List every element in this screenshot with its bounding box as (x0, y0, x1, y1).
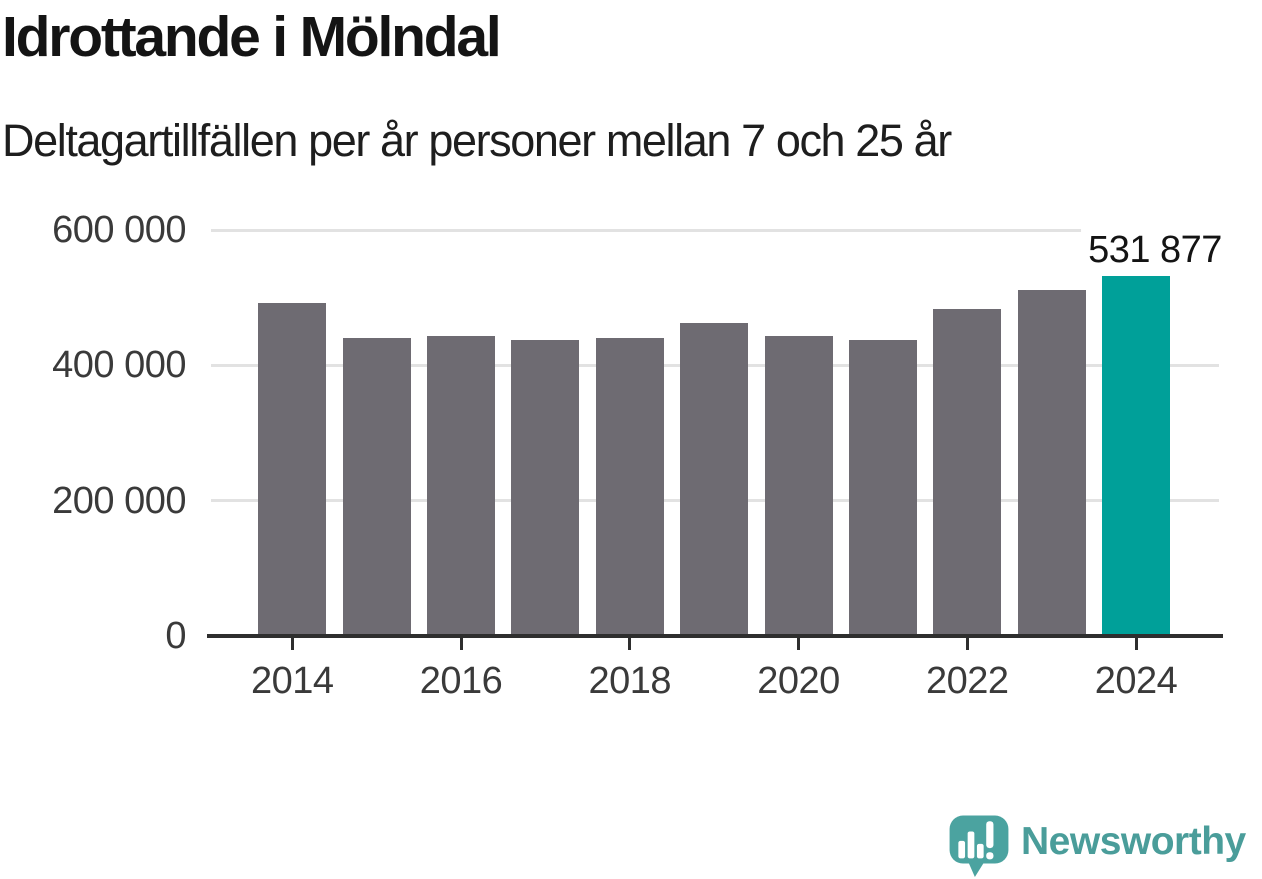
newsworthy-wordmark: Newsworthy (1021, 820, 1246, 863)
y-tick-label-600000: 600 000 (52, 209, 186, 251)
highlight-value-label: 531 877 (1081, 228, 1229, 273)
gridline-600000 (211, 228, 1219, 232)
bar-2015 (342, 338, 411, 636)
y-tick-label-400000: 400 000 (52, 344, 186, 387)
chart-subtitle: Deltagartillfällen per år personer mella… (2, 115, 952, 166)
x-tick-2018 (628, 637, 632, 650)
bar-2018 (595, 337, 664, 636)
x-tick-label-2018: 2018 (588, 660, 672, 702)
y-tick-label-0: 0 (165, 615, 186, 657)
bar-2014 (258, 303, 327, 636)
y-tick-label-200000: 200 000 (52, 479, 186, 522)
bar-2023 (1017, 289, 1086, 636)
bar-2024 (1102, 276, 1170, 636)
x-tick-label-2022: 2022 (925, 660, 1009, 702)
bar-2017 (511, 339, 580, 636)
bar-2021 (848, 339, 917, 636)
chart-title: Idrottande i Mölndal (2, 5, 502, 69)
x-tick-2016 (459, 637, 463, 650)
bar-2016 (427, 336, 496, 636)
x-tick-2024 (1134, 637, 1138, 650)
x-tick-label-2014: 2014 (251, 660, 334, 702)
x-tick-label-2020: 2020 (757, 660, 840, 702)
newsworthy-logo-icon (948, 814, 1010, 879)
x-tick-label-2024: 2024 (1094, 660, 1178, 702)
x-tick-2022 (965, 637, 969, 650)
bar-2019 (680, 323, 749, 636)
x-axis-line (207, 634, 1223, 638)
x-tick-2020 (797, 637, 801, 650)
x-tick-label-2016: 2016 (419, 660, 503, 702)
bar-2020 (764, 336, 833, 636)
x-tick-2014 (290, 637, 294, 650)
bar-2022 (933, 309, 1002, 636)
